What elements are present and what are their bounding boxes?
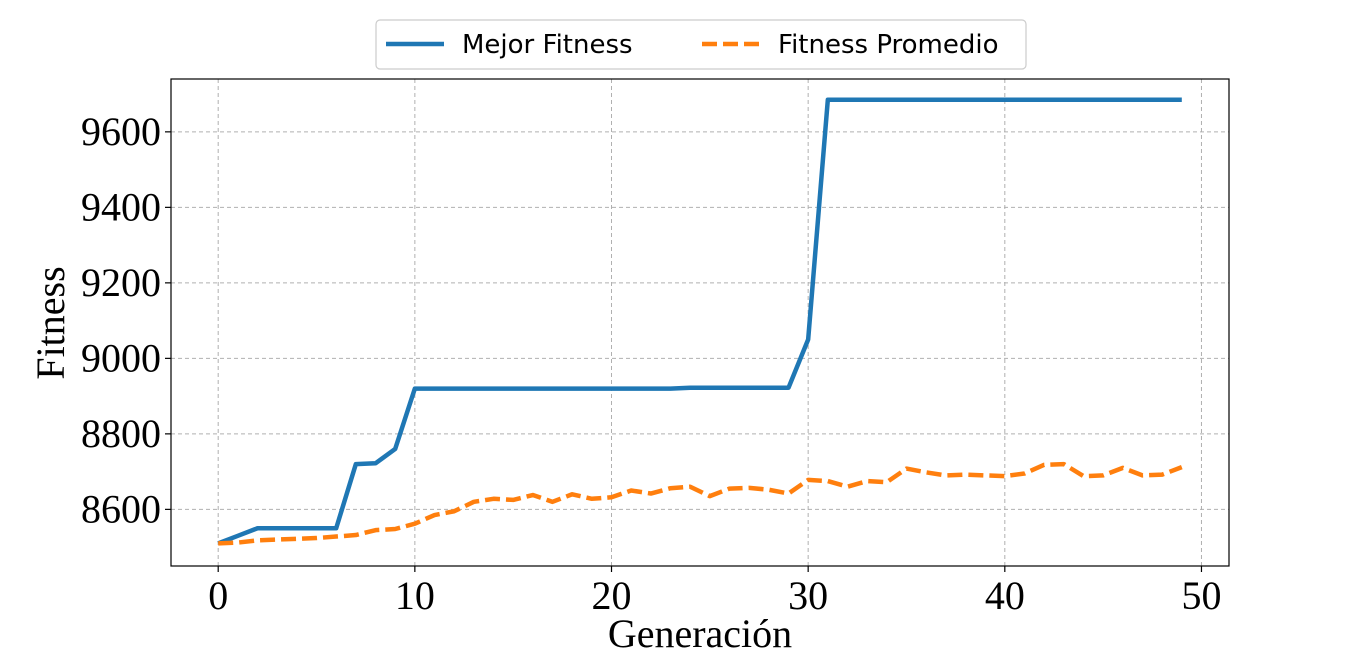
- legend: Mejor Fitness Fitness Promedio: [375, 19, 1027, 70]
- x-tick-label: 0: [208, 573, 228, 618]
- x-tick-label: 50: [1181, 573, 1221, 618]
- x-axis-ticks: 0 10 20 30 40 50: [208, 566, 1221, 618]
- legend-box: [375, 19, 1027, 70]
- series-line-fitness-promedio: [218, 461, 1183, 546]
- y-axis-label: Fitness: [28, 266, 73, 379]
- y-tick-label: 9200: [81, 260, 161, 305]
- y-axis-ticks: 8600 8800 9000 9200 9400 9600: [81, 109, 171, 531]
- y-tick-label: 9400: [81, 184, 161, 229]
- series-line-mejor-fitness: [217, 97, 1182, 546]
- legend-label-promedio: Fitness Promedio: [778, 30, 999, 60]
- x-axis-label: Generación: [608, 611, 792, 655]
- y-tick-label: 8800: [81, 411, 161, 456]
- x-tick-label: 30: [788, 573, 828, 618]
- grid-lines: [171, 79, 1229, 566]
- plot-frame: [170, 78, 1230, 567]
- y-tick-label: 8600: [81, 486, 161, 531]
- x-tick-label: 40: [985, 573, 1025, 618]
- x-tick-label: 20: [592, 573, 632, 618]
- legend-label-mejor: Mejor Fitness: [462, 30, 633, 60]
- x-tick-label: 10: [395, 573, 435, 618]
- y-tick-label: 9000: [81, 335, 161, 380]
- y-tick-label: 9600: [81, 109, 161, 154]
- series-lines: [217, 97, 1183, 546]
